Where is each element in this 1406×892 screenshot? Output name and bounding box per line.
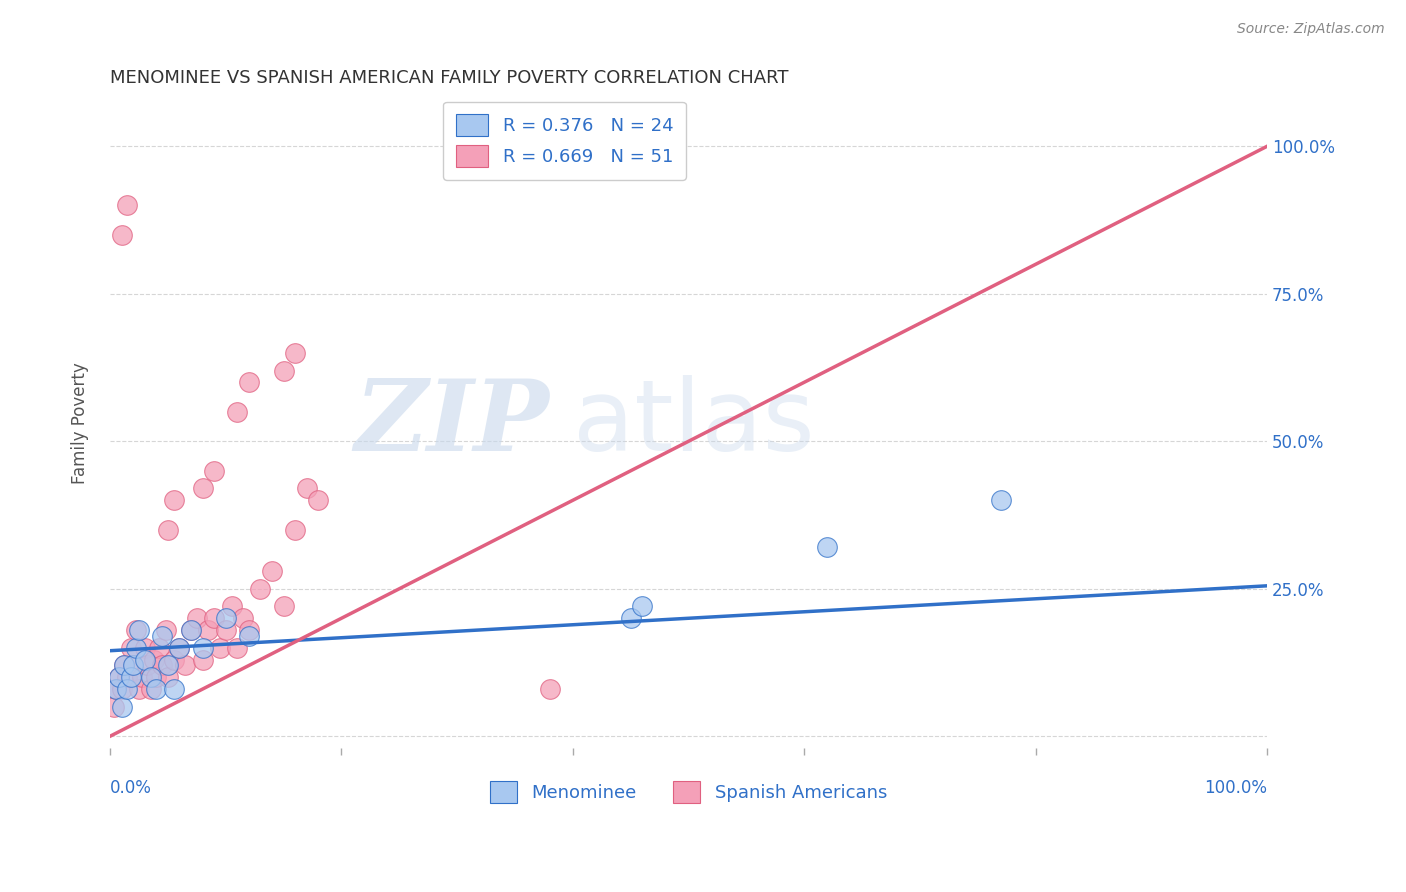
Point bbox=[108, 670, 131, 684]
Point bbox=[148, 640, 170, 655]
Text: 100.0%: 100.0% bbox=[1204, 780, 1267, 797]
Point bbox=[191, 640, 214, 655]
Point bbox=[186, 611, 208, 625]
Point bbox=[238, 623, 260, 637]
Point bbox=[990, 493, 1012, 508]
Point bbox=[134, 640, 156, 655]
Point bbox=[226, 405, 249, 419]
Point bbox=[111, 681, 134, 696]
Point bbox=[136, 658, 159, 673]
Point bbox=[174, 658, 197, 673]
Point bbox=[191, 652, 214, 666]
Point bbox=[156, 670, 179, 684]
Point bbox=[111, 699, 134, 714]
Point bbox=[112, 658, 135, 673]
Point bbox=[145, 670, 167, 684]
Point bbox=[120, 640, 142, 655]
Point bbox=[221, 599, 243, 614]
Point bbox=[815, 541, 838, 555]
Point bbox=[104, 681, 127, 696]
Point bbox=[120, 670, 142, 684]
Point bbox=[128, 681, 150, 696]
Point bbox=[111, 227, 134, 242]
Point bbox=[156, 658, 179, 673]
Point bbox=[208, 640, 231, 655]
Text: MENOMINEE VS SPANISH AMERICAN FAMILY POVERTY CORRELATION CHART: MENOMINEE VS SPANISH AMERICAN FAMILY POV… bbox=[110, 69, 789, 87]
Point bbox=[169, 640, 191, 655]
Point bbox=[538, 681, 561, 696]
Point bbox=[150, 629, 173, 643]
Point bbox=[273, 599, 295, 614]
Point bbox=[117, 681, 139, 696]
Point bbox=[197, 623, 219, 637]
Point bbox=[215, 623, 238, 637]
Point bbox=[284, 523, 307, 537]
Text: Source: ZipAtlas.com: Source: ZipAtlas.com bbox=[1237, 22, 1385, 37]
Point bbox=[155, 623, 177, 637]
Point bbox=[169, 640, 191, 655]
Point bbox=[145, 681, 167, 696]
Point bbox=[226, 640, 249, 655]
Point bbox=[620, 611, 643, 625]
Point bbox=[631, 599, 654, 614]
Point bbox=[260, 564, 283, 578]
Text: 0.0%: 0.0% bbox=[110, 780, 152, 797]
Point bbox=[143, 652, 166, 666]
Point bbox=[117, 670, 139, 684]
Point bbox=[284, 346, 307, 360]
Point bbox=[124, 623, 146, 637]
Point bbox=[202, 611, 225, 625]
Text: atlas: atlas bbox=[572, 376, 814, 472]
Point bbox=[163, 652, 186, 666]
Point bbox=[215, 611, 238, 625]
Point bbox=[191, 482, 214, 496]
Text: ZIP: ZIP bbox=[354, 376, 550, 472]
Point bbox=[139, 670, 162, 684]
Point bbox=[307, 493, 329, 508]
Point bbox=[180, 623, 202, 637]
Point bbox=[122, 658, 145, 673]
Point bbox=[122, 658, 145, 673]
Point bbox=[134, 652, 156, 666]
Point bbox=[117, 198, 139, 212]
Point bbox=[131, 670, 153, 684]
Point bbox=[295, 482, 318, 496]
Legend: Menominee, Spanish Americans: Menominee, Spanish Americans bbox=[482, 774, 894, 810]
Point bbox=[249, 582, 271, 596]
Point bbox=[238, 629, 260, 643]
Point bbox=[104, 681, 127, 696]
Point bbox=[112, 658, 135, 673]
Point bbox=[202, 464, 225, 478]
Y-axis label: Family Poverty: Family Poverty bbox=[72, 363, 89, 484]
Point bbox=[273, 363, 295, 377]
Point bbox=[139, 681, 162, 696]
Point bbox=[124, 640, 146, 655]
Point bbox=[128, 623, 150, 637]
Point bbox=[232, 611, 254, 625]
Point bbox=[108, 670, 131, 684]
Point bbox=[156, 523, 179, 537]
Point bbox=[163, 493, 186, 508]
Point bbox=[180, 623, 202, 637]
Point bbox=[103, 699, 125, 714]
Point bbox=[238, 376, 260, 390]
Point bbox=[150, 658, 173, 673]
Point bbox=[163, 681, 186, 696]
